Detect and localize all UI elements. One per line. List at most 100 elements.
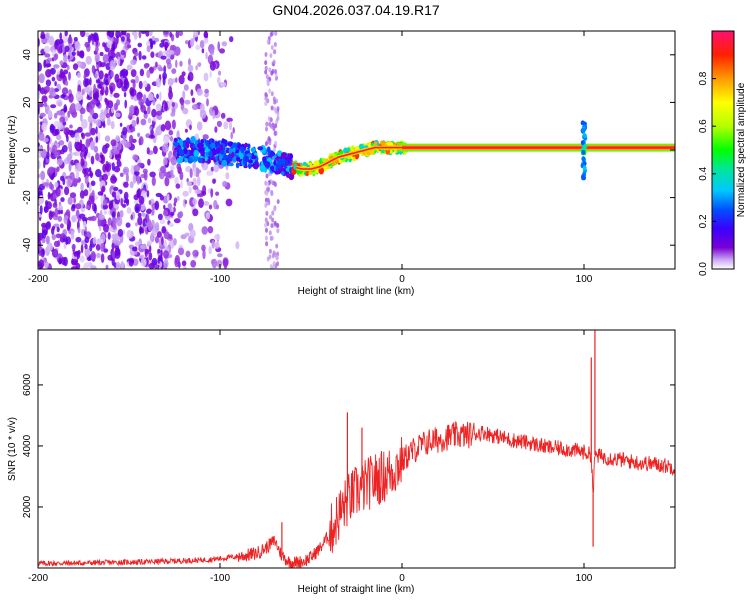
noise-blob (102, 173, 108, 181)
colorbar-tick-label: 0.8 (698, 71, 709, 85)
noise-blob (149, 125, 153, 130)
noise-blob (190, 38, 195, 47)
noise-blob (80, 182, 84, 192)
snr-frame (37, 329, 676, 569)
noise-blob (119, 122, 123, 127)
x-tick-label: -100 (210, 274, 230, 285)
noise-blob (102, 42, 106, 48)
noise-blob (77, 50, 84, 58)
noise-blob (182, 90, 186, 100)
noise-blob (130, 214, 133, 220)
spectrogram-y-ticks: -40 -20 0 20 40 (22, 49, 675, 252)
noise-blob (270, 123, 273, 129)
noise-blob (150, 128, 154, 138)
noise-blob (84, 78, 90, 87)
colorbar-label: Normalized spectral amplitude (736, 82, 747, 217)
noise-blob (63, 69, 69, 75)
noise-blob (102, 54, 110, 63)
noise-blob (56, 143, 60, 149)
noise-blob (139, 254, 145, 259)
noise-blob (38, 102, 44, 108)
noise-blob (138, 98, 145, 106)
noise-blob (39, 205, 43, 215)
noise-blob (264, 101, 268, 107)
noise-blob (171, 101, 175, 108)
noise-blob (71, 258, 78, 266)
noise-blob (97, 191, 104, 196)
noise-blob (48, 166, 55, 174)
noise-blob (121, 36, 125, 42)
ridge-blob (275, 164, 279, 172)
noise-blob (176, 130, 180, 140)
spectrogram-marks (38, 31, 675, 269)
x-tick-label: 0 (399, 573, 405, 584)
noise-blob (214, 126, 218, 133)
noise-blob (61, 145, 68, 153)
noise-blob (89, 170, 93, 179)
noise-blob (273, 130, 277, 136)
noise-blob (59, 32, 63, 40)
noise-blob (149, 171, 156, 178)
ridge-blob (237, 144, 241, 149)
noise-blob (68, 162, 72, 172)
noise-blob (88, 195, 95, 205)
noise-blob (184, 99, 191, 105)
noise-blob (139, 225, 142, 235)
noise-blob (184, 128, 188, 133)
noise-blob (268, 230, 272, 236)
noise-blob (79, 255, 85, 263)
noise-blob (265, 200, 269, 206)
ridge-blob (184, 148, 188, 154)
noise-blob (273, 42, 277, 47)
snr-x-label: Height of straight line (km) (298, 584, 415, 595)
noise-blob (184, 232, 190, 237)
noise-blob (161, 236, 164, 246)
ridge-blob (339, 150, 344, 154)
noise-blob (160, 165, 166, 174)
noise-blob (146, 208, 153, 214)
noise-blob (265, 74, 269, 80)
noise-blob (184, 199, 188, 205)
noise-blob (115, 261, 121, 269)
noise-blob (197, 62, 202, 67)
noise-blob (83, 151, 87, 160)
ridge-blob (235, 162, 240, 169)
noise-blob (74, 41, 81, 51)
noise-blob (208, 204, 213, 210)
noise-blob (72, 63, 79, 71)
noise-blob (93, 204, 97, 214)
ridge-blob (260, 165, 265, 170)
y-tick-label: 0 (22, 147, 33, 153)
noise-blob (127, 44, 132, 49)
noise-blob (192, 177, 197, 187)
noise-blob (189, 168, 193, 179)
noise-blob (266, 78, 270, 84)
noise-blob (99, 175, 102, 181)
ridge-blob (280, 165, 284, 172)
noise-blob (203, 37, 209, 44)
noise-blob (153, 145, 158, 155)
noise-blob (110, 175, 117, 184)
noise-blob (96, 252, 101, 259)
noise-blob (94, 53, 100, 63)
noise-blob (148, 200, 152, 205)
noise-blob (73, 251, 80, 257)
noise-blob (276, 228, 280, 234)
noise-blob (274, 182, 277, 188)
noise-blob (189, 124, 192, 131)
noise-blob (49, 125, 56, 131)
noise-blob (111, 233, 118, 240)
noise-blob (41, 222, 47, 228)
noise-blob (77, 72, 81, 79)
noise-blob (265, 241, 269, 247)
ridge-blob (244, 142, 249, 148)
noise-blob (82, 168, 87, 175)
noise-blob (64, 45, 70, 53)
noise-blob (215, 204, 220, 210)
noise-blob (162, 143, 169, 153)
noise-blob (49, 181, 53, 190)
noise-blob (174, 176, 179, 186)
noise-blob (106, 117, 111, 126)
noise-blob (56, 166, 60, 172)
noise-blob (203, 31, 208, 38)
